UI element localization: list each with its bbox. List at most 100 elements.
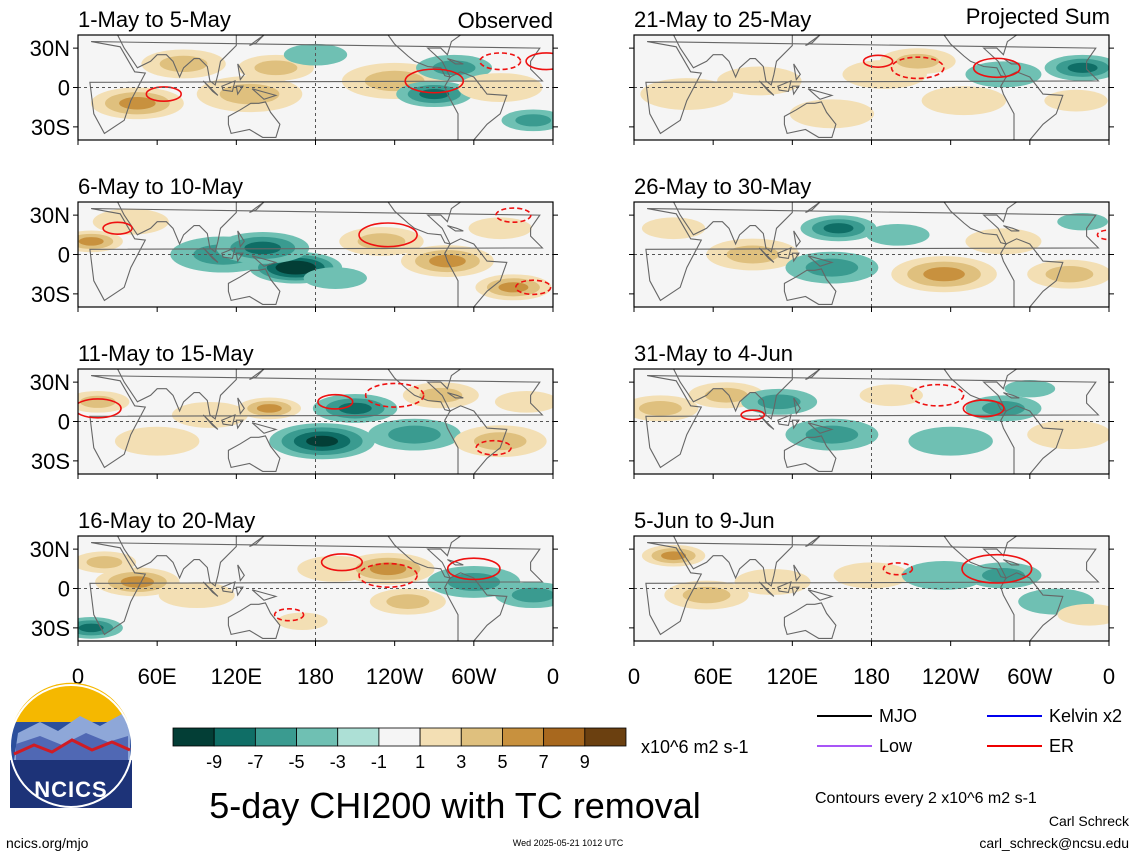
map-panel: 11-May to 15-May 30N 0 30S (30, 341, 558, 479)
coastline (672, 536, 793, 587)
coastline (1003, 559, 1020, 566)
coastline (89, 542, 544, 636)
y-tick-label: 30S (31, 115, 70, 140)
er-contour (145, 86, 182, 102)
anomaly-contour (805, 425, 859, 444)
anomaly-contour (757, 394, 801, 410)
y-tick-label: 30N (30, 36, 70, 61)
anomaly-contour (1004, 380, 1056, 398)
anomaly-contour (1057, 213, 1108, 231)
coastline (447, 392, 464, 399)
legend-label: ER (1049, 736, 1074, 756)
anomaly-contour (789, 99, 875, 129)
legend-label: MJO (879, 706, 917, 726)
panel-field (634, 536, 1109, 641)
anomaly-contour (704, 387, 748, 403)
map-panel: 21-May to 25-May (629, 7, 1114, 145)
colorbar-tick-label: 1 (415, 752, 425, 772)
er-contour (962, 399, 1005, 418)
x-tick-label: 60E (138, 664, 177, 689)
anomaly-contour (79, 395, 116, 408)
anomaly-contour (1044, 89, 1108, 112)
coastline (251, 88, 278, 100)
x-tick-label: 180 (853, 664, 890, 689)
coastline (1000, 71, 1064, 140)
coastline (447, 225, 464, 232)
anomaly-contour (921, 86, 1007, 116)
panel-date-label: 6-May to 10-May (78, 174, 243, 199)
coastline (1000, 572, 1064, 641)
line-legend: MJO Kelvin x2 Low ER (817, 706, 1122, 756)
coastline (758, 247, 775, 263)
er-contour (317, 393, 354, 410)
coastline (645, 208, 1100, 302)
anomaly-contour (419, 387, 463, 403)
coastline (791, 419, 800, 430)
coastline (249, 202, 265, 214)
colorbar: -9 -7 -5 -3 -1 1 3 5 7 9 (172, 727, 627, 772)
coastline (1000, 238, 1064, 307)
coastline (758, 80, 775, 96)
colorbar-tick-label: 9 (580, 752, 590, 772)
anomaly-contour (726, 245, 780, 264)
y-tick-label: 30S (31, 282, 70, 307)
panel-date-label: 1-May to 5-May (78, 7, 231, 32)
panel-date-label: 11-May to 15-May (78, 341, 254, 366)
anomaly-contour (244, 241, 282, 255)
er-contour (479, 52, 522, 71)
er-contour (404, 68, 465, 94)
anomaly-contour (357, 233, 406, 250)
coastline (672, 369, 793, 420)
projected-header: Projected Sum (966, 4, 1110, 29)
y-tick-label: 30N (30, 537, 70, 562)
coastline (235, 586, 244, 597)
panel-field (78, 536, 553, 641)
coastline (777, 246, 792, 260)
anomaly-contour (78, 623, 104, 633)
anomaly-contour (908, 426, 993, 456)
y-tick-label: 30N (30, 370, 70, 395)
er-contour (475, 439, 512, 456)
map-panel: 6-May to 10-May 30N 0 30S (30, 174, 558, 312)
coastline (116, 369, 237, 420)
panel-field (634, 35, 1109, 140)
coastline (235, 252, 244, 263)
x-tick-label: 120W (922, 664, 980, 689)
panel-date-label: 16-May to 20-May (78, 508, 255, 533)
panel-field (78, 35, 553, 140)
x-tick-label: 0 (628, 664, 640, 689)
coastline (1003, 392, 1020, 399)
coastline (227, 268, 281, 305)
coastline (758, 414, 775, 430)
coastline (251, 255, 278, 267)
figure-title: 5-day CHI200 with TC removal (209, 785, 701, 826)
panel-field (78, 369, 553, 474)
anomaly-contour (114, 426, 200, 456)
y-tick-label: 0 (58, 76, 70, 101)
anomaly-contour (338, 402, 372, 415)
er-contour (102, 221, 133, 235)
panel-date-label: 26-May to 30-May (634, 174, 811, 199)
panel-field (78, 202, 553, 307)
anomaly-contour (303, 267, 367, 289)
er-contour (273, 608, 305, 622)
coastline (645, 542, 1100, 636)
er-contour (972, 57, 1021, 79)
coastline (237, 230, 245, 248)
y-tick-label: 0 (58, 243, 70, 268)
coastline (116, 202, 237, 253)
y-tick-label: 30S (31, 616, 70, 641)
er-contour (364, 382, 425, 408)
anomaly-contour (823, 223, 854, 234)
coastline (793, 564, 801, 582)
panel-date-label: 21-May to 25-May (634, 7, 811, 32)
anomaly-contour (1067, 62, 1098, 73)
colorbar-segment (213, 727, 256, 747)
panel-field (634, 369, 1109, 474)
coastline (1000, 405, 1064, 474)
coastline (202, 581, 219, 597)
anomaly-contour (120, 576, 155, 588)
anomaly-contour (1057, 603, 1109, 626)
anomaly-contour (419, 88, 450, 100)
